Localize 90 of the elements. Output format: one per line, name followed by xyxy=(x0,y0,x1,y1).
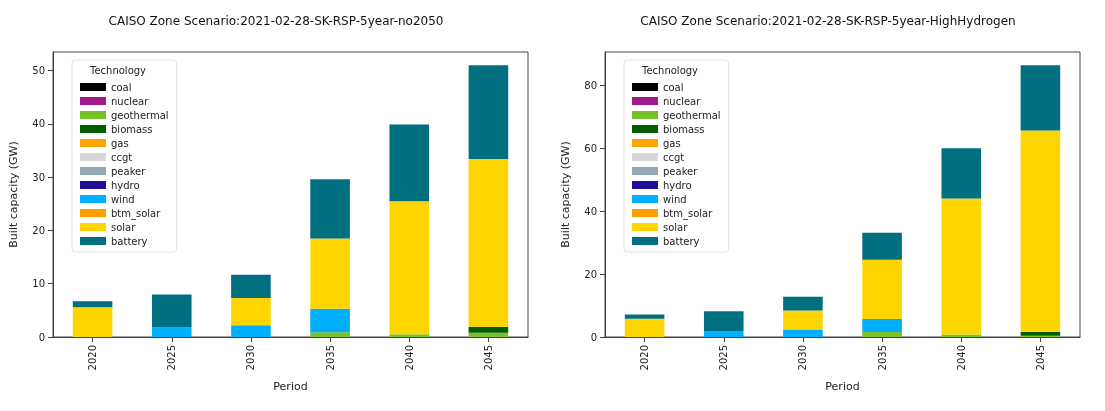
bar xyxy=(862,331,902,337)
bar xyxy=(862,319,902,332)
x-axis-title: Period xyxy=(825,380,860,393)
y-tick-label: 30 xyxy=(32,171,45,183)
bar xyxy=(1020,65,1061,131)
legend-label: biomass xyxy=(663,123,705,135)
x-tick-label: 2030 xyxy=(797,345,809,371)
bar xyxy=(468,65,509,160)
legend-label: hydro xyxy=(111,179,140,191)
bar xyxy=(151,294,192,328)
x-tick-label: 2030 xyxy=(245,345,257,371)
bar xyxy=(231,298,271,326)
x-axis-title: Period xyxy=(273,380,308,393)
bar xyxy=(151,327,192,337)
bar xyxy=(1020,130,1061,332)
bar xyxy=(468,159,509,327)
legend-label: battery xyxy=(663,235,700,247)
bar xyxy=(624,318,665,337)
legend-title: Technology xyxy=(641,64,699,76)
chart-title: CAISO Zone Scenario:2021-02-28-SK-RSP-5year-no2050 xyxy=(108,14,444,28)
y-tick-label: 50 xyxy=(32,65,45,77)
legend-label: peaker xyxy=(111,165,147,177)
y-tick-label: 40 xyxy=(32,118,45,130)
y-tick-label: 40 xyxy=(584,205,597,217)
legend-label: wind xyxy=(663,193,687,205)
bar xyxy=(941,198,982,335)
legend-label: biomass xyxy=(111,123,153,135)
legend-label: nuclear xyxy=(111,95,150,107)
legend-label: coal xyxy=(111,81,132,93)
legend-label: solar xyxy=(111,221,137,233)
chart-title: CAISO Zone Scenario:2021-02-28-SK-RSP-5year-HighHydrogen xyxy=(640,14,1016,28)
legend-label: ccgt xyxy=(111,151,133,163)
legend-label: ccgt xyxy=(663,151,685,163)
legend-label: battery xyxy=(111,235,148,247)
legend-label: peaker xyxy=(663,165,699,177)
x-tick-label: 2020 xyxy=(639,345,651,371)
legend-label: btm_solar xyxy=(111,207,162,220)
y-tick-label: 20 xyxy=(32,224,45,236)
legend-label: nuclear xyxy=(663,95,702,107)
y-tick-label: 10 xyxy=(32,278,45,290)
x-tick-label: 2025 xyxy=(718,345,730,371)
bar xyxy=(310,308,350,333)
bar xyxy=(310,179,350,239)
legend-label: btm_solar xyxy=(663,207,714,220)
bar xyxy=(783,296,823,311)
bar xyxy=(783,329,823,337)
bar xyxy=(310,332,350,337)
x-tick-label: 2045 xyxy=(1034,345,1046,371)
bar xyxy=(862,232,902,260)
legend-label: hydro xyxy=(663,179,692,191)
legend-label: wind xyxy=(111,193,135,205)
y-tick-label: 0 xyxy=(38,331,45,343)
bar xyxy=(389,334,430,337)
x-tick-label: 2040 xyxy=(955,345,967,371)
bar xyxy=(389,124,430,202)
x-tick-label: 2035 xyxy=(324,345,336,371)
legend-label: coal xyxy=(663,81,684,93)
bar xyxy=(389,201,430,335)
y-tick-label: 80 xyxy=(584,80,597,92)
bar xyxy=(941,334,982,337)
bar xyxy=(468,326,509,333)
x-tick-label: 2045 xyxy=(482,345,494,371)
x-tick-label: 2035 xyxy=(876,345,888,371)
y-tick-label: 20 xyxy=(584,268,597,280)
bar xyxy=(310,238,350,309)
legend-label: geothermal xyxy=(663,109,721,121)
legend-title: Technology xyxy=(89,64,147,76)
bar xyxy=(468,332,509,337)
legend-label: gas xyxy=(663,137,681,149)
bar xyxy=(783,310,823,330)
bar xyxy=(703,331,744,337)
x-tick-label: 2025 xyxy=(166,345,178,371)
bar xyxy=(72,307,113,337)
legend-label: gas xyxy=(111,137,129,149)
bar xyxy=(231,325,271,337)
legend-label: geothermal xyxy=(111,109,169,121)
bar xyxy=(941,148,982,199)
bar xyxy=(624,314,665,319)
bar xyxy=(1020,331,1061,336)
bar xyxy=(703,311,744,332)
bar xyxy=(231,274,271,299)
x-tick-label: 2040 xyxy=(403,345,415,371)
y-tick-label: 0 xyxy=(590,331,597,343)
bar xyxy=(862,259,902,320)
y-tick-label: 60 xyxy=(584,142,597,154)
y-axis-title: Built capacity (GW) xyxy=(7,141,20,248)
x-tick-label: 2020 xyxy=(87,345,99,371)
bar xyxy=(72,301,113,308)
legend-label: solar xyxy=(663,221,689,233)
y-axis-title: Built capacity (GW) xyxy=(559,141,572,248)
